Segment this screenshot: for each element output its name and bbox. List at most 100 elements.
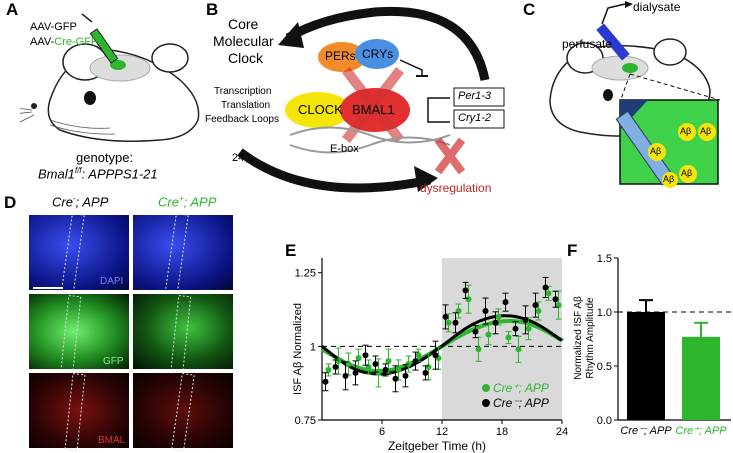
data-point <box>355 355 362 362</box>
y-tick-label: 0.75 <box>295 415 316 427</box>
data-point <box>522 316 529 323</box>
core-title-2: Molecular <box>213 33 274 49</box>
per-gene-box <box>453 87 505 107</box>
virus-label-2: AAV-Cre-GFP <box>30 36 98 48</box>
col2-sup: + <box>178 194 184 203</box>
dark-phase-shading <box>442 258 562 420</box>
data-point <box>345 361 352 368</box>
col1-sup: - <box>72 194 76 203</box>
mouse-illustration-c <box>549 1 721 188</box>
pers-protein <box>318 42 366 72</box>
genotype-gene: Bmal1 <box>38 166 75 182</box>
bmal1-label: BMAL1 <box>352 102 395 117</box>
data-point <box>432 352 439 359</box>
data-point <box>322 378 329 385</box>
data-point <box>485 331 492 338</box>
data-point <box>545 290 552 297</box>
y-tick-label: 1.5 <box>597 253 612 265</box>
bmal-label: BMAL <box>98 435 126 446</box>
data-point <box>495 313 502 320</box>
data-point <box>542 284 549 291</box>
clock-diagram <box>237 6 505 193</box>
dysregulation-label: dysregulation <box>420 181 492 195</box>
legend-label: Cre⁻; APP <box>493 396 549 410</box>
loop-text-3: Feedback Loops <box>205 114 279 125</box>
data-point <box>492 319 499 326</box>
data-point <box>502 299 509 306</box>
legend-label: Cre⁺; APP <box>493 381 549 395</box>
virus-2-prefix: AAV- <box>30 36 55 48</box>
data-point <box>442 313 449 320</box>
cry-gene-box <box>453 109 505 129</box>
core-title-3: Clock <box>228 50 264 66</box>
abeta-5: Aβ <box>663 174 675 184</box>
col2-header: Cre+; APP <box>158 194 216 209</box>
y-tick-label: 0.5 <box>597 361 612 373</box>
panel-letter-d: D <box>4 193 17 212</box>
x-tick-label: 18 <box>496 426 508 438</box>
data-point <box>422 369 429 376</box>
x-tick-label: 24 <box>556 426 568 438</box>
f-ylabel-2: Rhythm Amplitude <box>585 297 596 379</box>
clock-label: CLOCK <box>298 102 343 117</box>
col1-suffix: ; APP <box>75 194 109 210</box>
data-point <box>515 346 522 353</box>
data-point <box>535 308 542 315</box>
data-point <box>445 319 452 326</box>
panel-letter-c: C <box>523 0 536 19</box>
category-label: Cre⁺; APP <box>675 425 727 437</box>
data-point <box>465 296 472 303</box>
fit-curve-cre-neg <box>321 314 563 376</box>
panel-letter-e: E <box>285 241 297 260</box>
data-point <box>552 296 559 303</box>
genotype-rest: : APPPS1-21 <box>81 166 158 182</box>
data-point <box>472 328 479 335</box>
mouse-illustration-a <box>20 13 200 142</box>
micrograph-gfp-cre-pos <box>133 294 233 369</box>
data-point <box>462 287 469 294</box>
panel-letter-f: F <box>567 241 578 260</box>
data-point <box>532 302 539 309</box>
col1-prefix: Cre <box>52 194 73 210</box>
data-point <box>372 361 379 368</box>
data-point <box>385 358 392 365</box>
virus-2-highlight: Cre-GFP <box>54 36 99 48</box>
col2-prefix: Cre <box>158 194 179 210</box>
x-tick-label: 12 <box>436 426 448 438</box>
col1-header: Cre-; APP <box>52 194 108 209</box>
perfusate-label: perfusate <box>562 37 613 51</box>
crys-protein <box>355 39 399 69</box>
data-point <box>325 366 332 373</box>
micrograph-bmal-cre-pos <box>133 373 233 448</box>
gfp-label: GFP <box>103 356 124 367</box>
cry-gene-label: Cry1-2 <box>458 112 492 124</box>
data-point <box>352 369 359 376</box>
y-tick-label: 1.25 <box>295 268 316 280</box>
legend-marker <box>482 384 490 392</box>
dialysate-label: dialysate <box>633 0 681 14</box>
data-point <box>402 372 409 379</box>
crys-label: CRYs <box>362 47 394 61</box>
data-point <box>335 358 342 365</box>
period-label: 24 h <box>232 152 254 164</box>
data-point <box>452 319 459 326</box>
data-point <box>482 308 489 315</box>
bar-cre-neg <box>627 312 665 420</box>
x-tick-label: 6 <box>379 426 385 438</box>
loop-text-1: Transcription <box>214 86 272 97</box>
genotype-sup: f/f <box>74 166 82 175</box>
data-point <box>475 346 482 353</box>
y-tick-label: 1.0 <box>597 307 612 319</box>
f-ylabel-1: Normalized ISF Aβ <box>573 296 584 380</box>
data-point <box>505 334 512 341</box>
virus-label-1: AAV-GFP <box>30 21 77 33</box>
loop-text-2: Translation <box>221 100 271 111</box>
data-point <box>392 375 399 382</box>
legend-marker <box>482 399 490 407</box>
y-tick-label: 0.0 <box>597 415 612 427</box>
data-point <box>555 302 562 309</box>
y-tick-label: 1 <box>310 341 316 353</box>
pers-label: PERs <box>325 49 356 63</box>
data-point <box>342 372 349 379</box>
